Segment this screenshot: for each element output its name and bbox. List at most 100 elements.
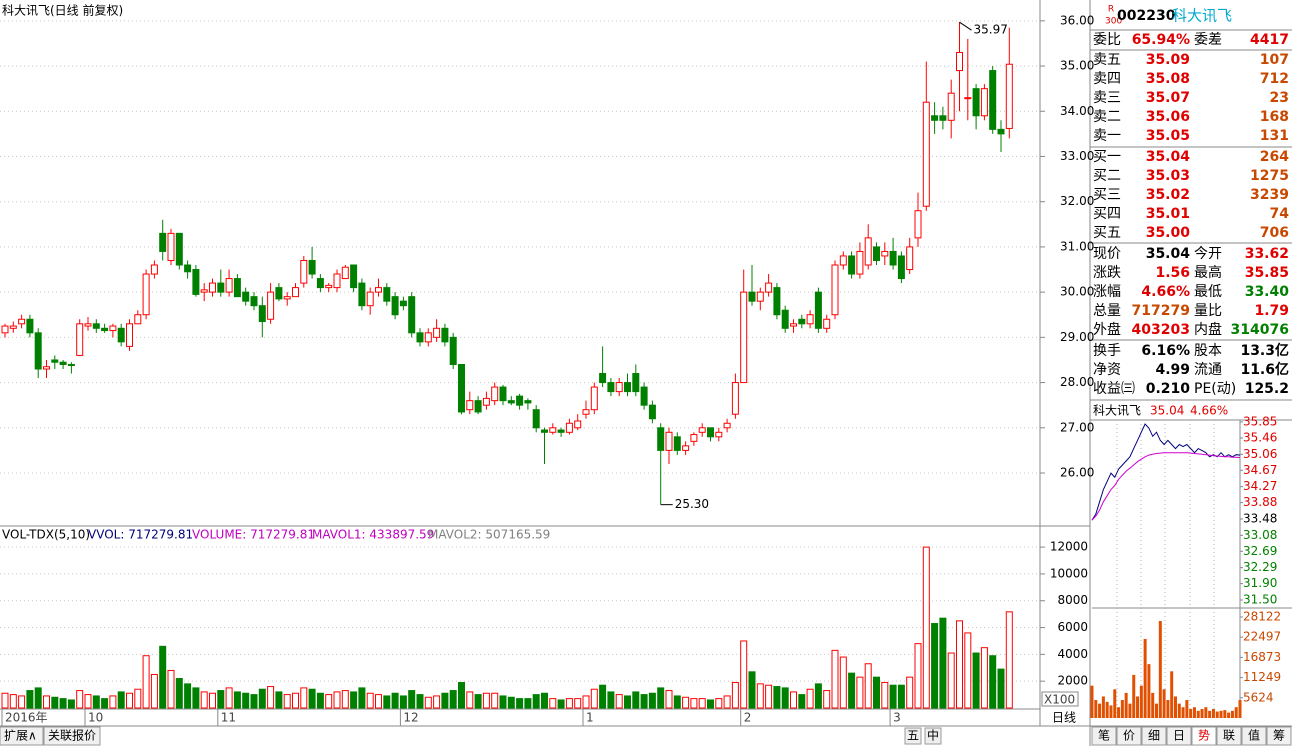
candle-body	[765, 282, 773, 293]
y-tick-label: 28.00	[1060, 375, 1094, 389]
candle-body	[184, 264, 192, 273]
tab[interactable]	[1116, 726, 1142, 746]
candle-body	[939, 115, 947, 121]
candle-body	[823, 318, 831, 329]
candle-body	[117, 327, 125, 343]
field-label: 净资	[1093, 362, 1121, 378]
candle-body	[607, 382, 615, 393]
volume-bar	[673, 695, 681, 709]
candle-body	[499, 386, 507, 402]
order-label: 卖五	[1093, 52, 1121, 68]
volume-bar	[433, 695, 441, 709]
intraday-volume	[1200, 709, 1204, 718]
volume-bar	[723, 695, 731, 709]
tab[interactable]	[1191, 726, 1217, 746]
tab-label[interactable]: 筹	[1273, 729, 1285, 743]
volume-bar	[541, 692, 548, 709]
volume-bar	[175, 678, 183, 709]
tab-label[interactable]: 笔	[1098, 728, 1110, 743]
candle-body	[549, 427, 557, 433]
order-price: 35.02	[1146, 187, 1190, 203]
x-tick-label: 2016年	[5, 711, 48, 725]
volume-bar	[931, 623, 939, 709]
volume-bar	[200, 691, 208, 709]
candle-body	[275, 287, 283, 300]
candle-body	[1005, 63, 1013, 129]
candle-body	[906, 246, 914, 271]
tab[interactable]	[0, 726, 44, 746]
tab[interactable]	[1091, 726, 1117, 746]
intraday-volume	[1113, 689, 1117, 718]
volume-bar	[790, 691, 797, 709]
tray-label[interactable]: 中	[927, 728, 939, 743]
volume-bar	[9, 694, 17, 709]
y-tick-label: 30.00	[1060, 285, 1094, 299]
candle-body	[92, 323, 100, 329]
candle-body	[308, 259, 316, 275]
y-tick-label: 8000	[1057, 593, 1088, 607]
candle-body	[698, 427, 706, 433]
tray-button[interactable]	[904, 727, 922, 745]
candle-body	[665, 431, 673, 451]
tab[interactable]	[43, 726, 101, 746]
intraday-volume	[1219, 710, 1223, 718]
x-tick-label: 10	[88, 711, 103, 725]
candle-body	[922, 101, 930, 207]
candle-body	[350, 264, 358, 289]
intraday-line	[1091, 452, 1241, 521]
period-tab[interactable]: 日线	[1052, 711, 1076, 725]
volume-bar	[690, 698, 698, 709]
volume-bar	[565, 698, 573, 709]
candle-body	[283, 296, 291, 300]
tab-label[interactable]: 扩展∧	[4, 729, 37, 743]
candle-body	[640, 386, 648, 406]
order-price: 35.06	[1146, 109, 1190, 125]
volume-bar	[474, 694, 482, 709]
candle-body	[391, 296, 399, 316]
candle-body	[159, 232, 167, 252]
tab-label[interactable]: 势	[1198, 729, 1210, 743]
tab-label[interactable]: 关联报价	[48, 728, 96, 743]
candle-body	[59, 361, 67, 365]
candle-body	[856, 250, 864, 275]
tray-button[interactable]	[924, 727, 942, 745]
candle-body	[897, 255, 905, 280]
tab-label[interactable]: 值	[1248, 728, 1260, 743]
intraday-volume	[1124, 692, 1128, 718]
candle-body	[889, 250, 897, 266]
candle-body	[557, 429, 565, 433]
field-label: 委比	[1093, 32, 1121, 48]
field-label: 涨幅	[1093, 284, 1121, 300]
tab[interactable]	[1266, 726, 1292, 746]
tab[interactable]	[1241, 726, 1267, 746]
intraday-volume	[1189, 709, 1193, 718]
candle-body	[773, 287, 781, 316]
volume-bar	[615, 694, 623, 709]
volume-bar	[632, 691, 640, 709]
intraday-volume	[1204, 707, 1208, 718]
intraday-volume	[1215, 711, 1219, 718]
candle-body	[798, 318, 806, 325]
tray-label[interactable]: 五	[907, 729, 919, 743]
volume-bar	[972, 652, 980, 709]
tab[interactable]	[1141, 726, 1167, 746]
volume-bar	[731, 682, 739, 709]
tab[interactable]	[1166, 726, 1192, 746]
tab-label[interactable]: 联	[1223, 729, 1235, 743]
volume-bar	[765, 684, 773, 709]
tab-label[interactable]: 价	[1123, 729, 1135, 743]
intraday-volume	[1223, 710, 1227, 718]
tab-label[interactable]: 细	[1148, 729, 1160, 743]
field-label: 量比	[1194, 303, 1222, 319]
candle-body	[441, 327, 449, 343]
tab-label[interactable]: 日	[1173, 729, 1185, 743]
candle-body	[225, 278, 233, 293]
intraday-volume	[1090, 685, 1094, 718]
tab[interactable]	[1216, 726, 1242, 746]
volume-bar	[839, 656, 847, 709]
field-label: 收益㈢	[1093, 381, 1135, 397]
candle-body	[192, 269, 200, 295]
field-value: 13.3亿	[1240, 342, 1289, 359]
candle-body	[599, 373, 607, 384]
